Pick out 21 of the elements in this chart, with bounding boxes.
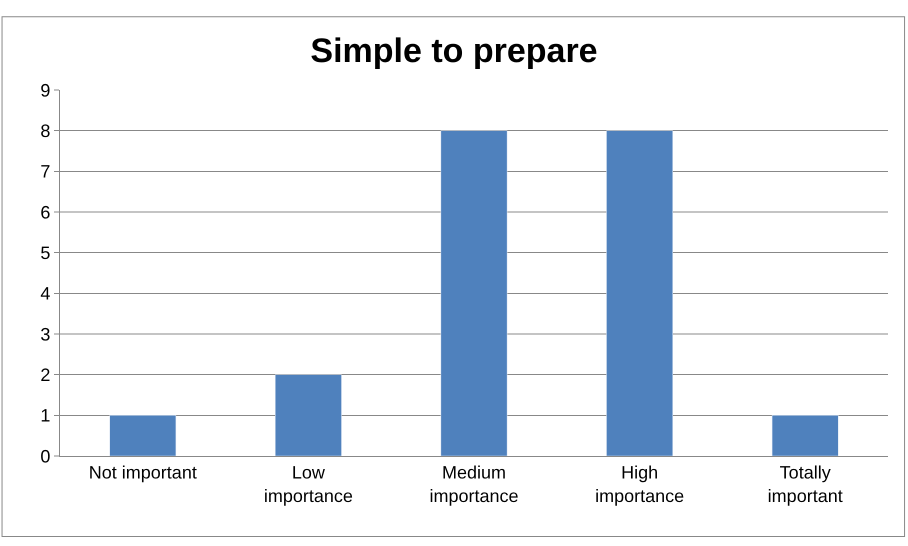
x-tick-label: Totally important (768, 462, 843, 506)
bar (440, 130, 508, 456)
bar (772, 415, 839, 456)
x-tick-label: Medium importance (429, 462, 519, 506)
y-tick-label: 4 (40, 284, 50, 304)
y-tick-label: 2 (40, 364, 50, 385)
y-tick-label: 0 (40, 446, 50, 466)
bar (109, 415, 176, 456)
y-tick-label: 7 (40, 162, 50, 182)
x-tick-label: High importance (595, 462, 684, 506)
y-tick-label: 3 (40, 324, 50, 344)
chart-title: Simple to prepare (310, 32, 598, 70)
y-tick-label: 8 (40, 120, 50, 141)
x-tick-label: Low importance (264, 462, 353, 506)
bar (606, 130, 673, 456)
y-tick-label: 5 (40, 242, 50, 263)
y-tick-label: 9 (40, 80, 50, 100)
bar (275, 374, 342, 456)
x-tick-label: Not important (88, 462, 197, 483)
y-tick-label: 6 (40, 202, 50, 222)
y-tick-label: 1 (40, 406, 50, 426)
